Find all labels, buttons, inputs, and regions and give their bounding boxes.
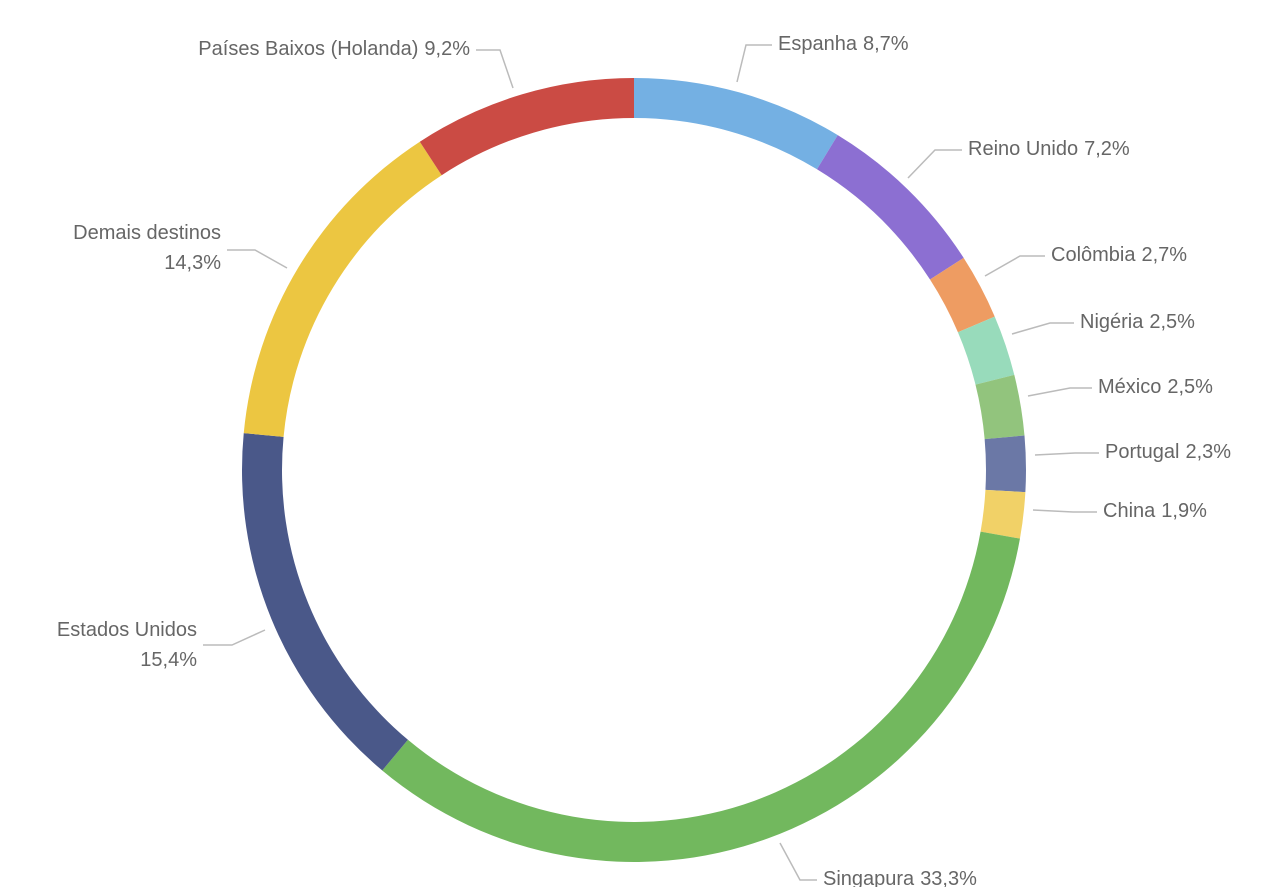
donut-slice bbox=[980, 489, 1026, 539]
donut-slice bbox=[816, 135, 964, 280]
slice-label: Países Baixos (Holanda) 9,2% bbox=[198, 38, 470, 60]
donut-slice bbox=[243, 141, 442, 437]
value-label: 15,4% bbox=[140, 649, 197, 671]
category-label: Países Baixos (Holanda) bbox=[198, 38, 418, 60]
category-label: Estados Unidos bbox=[57, 619, 197, 641]
category-label: Nigéria bbox=[1080, 311, 1144, 333]
leader-line bbox=[1032, 509, 1097, 513]
slice-label: Estados Unidos 15,4% bbox=[57, 619, 197, 671]
leader-line bbox=[1011, 322, 1074, 335]
donut-slice bbox=[984, 435, 1026, 493]
slice-label: Reino Unido 7,2% bbox=[968, 138, 1130, 160]
donut-slice bbox=[382, 531, 1020, 862]
leader-line bbox=[907, 149, 962, 179]
category-label: Portugal bbox=[1105, 441, 1180, 463]
leader-line bbox=[203, 629, 266, 646]
category-label: Singapura bbox=[823, 868, 915, 887]
category-label: Demais destinos bbox=[73, 222, 221, 244]
value-label: 9,2% bbox=[424, 38, 470, 60]
slice-label: Espanha 8,7% bbox=[778, 33, 909, 55]
slice-label: Demais destinos 14,3% bbox=[73, 222, 221, 274]
slice-label: China 1,9% bbox=[1103, 500, 1207, 522]
slice-label: Singapura 33,3% bbox=[823, 868, 977, 887]
slice-label: Colômbia 2,7% bbox=[1051, 244, 1187, 266]
value-label: 1,9% bbox=[1161, 500, 1207, 522]
value-label: 2,7% bbox=[1141, 244, 1187, 266]
leader-line bbox=[984, 255, 1045, 277]
donut-slice bbox=[419, 78, 634, 176]
category-label: Colômbia bbox=[1051, 244, 1136, 266]
value-label: 33,3% bbox=[920, 868, 977, 887]
leader-line bbox=[476, 49, 514, 89]
donut-slice bbox=[634, 78, 838, 170]
category-label: Espanha bbox=[778, 33, 858, 55]
category-label: México bbox=[1098, 376, 1161, 398]
donut-slice bbox=[930, 257, 995, 333]
leader-line bbox=[736, 44, 772, 83]
donut-slice bbox=[957, 316, 1015, 385]
value-label: 7,2% bbox=[1084, 138, 1130, 160]
slice-label: Portugal 2,3% bbox=[1105, 441, 1231, 463]
category-label: Reino Unido bbox=[968, 138, 1078, 160]
leader-line bbox=[1027, 387, 1092, 397]
value-label: 2,3% bbox=[1186, 441, 1232, 463]
category-label: China bbox=[1103, 500, 1156, 522]
value-label: 14,3% bbox=[164, 252, 221, 274]
value-label: 2,5% bbox=[1149, 311, 1195, 333]
value-label: 2,5% bbox=[1167, 376, 1213, 398]
slice-label: Nigéria 2,5% bbox=[1080, 311, 1195, 333]
value-label: 8,7% bbox=[863, 33, 909, 55]
donut-slice bbox=[241, 433, 408, 771]
slice-label: México 2,5% bbox=[1098, 376, 1213, 398]
donut-slice bbox=[975, 374, 1025, 440]
leader-line bbox=[227, 249, 288, 269]
leader-line bbox=[1034, 452, 1099, 456]
leader-line bbox=[779, 842, 817, 881]
